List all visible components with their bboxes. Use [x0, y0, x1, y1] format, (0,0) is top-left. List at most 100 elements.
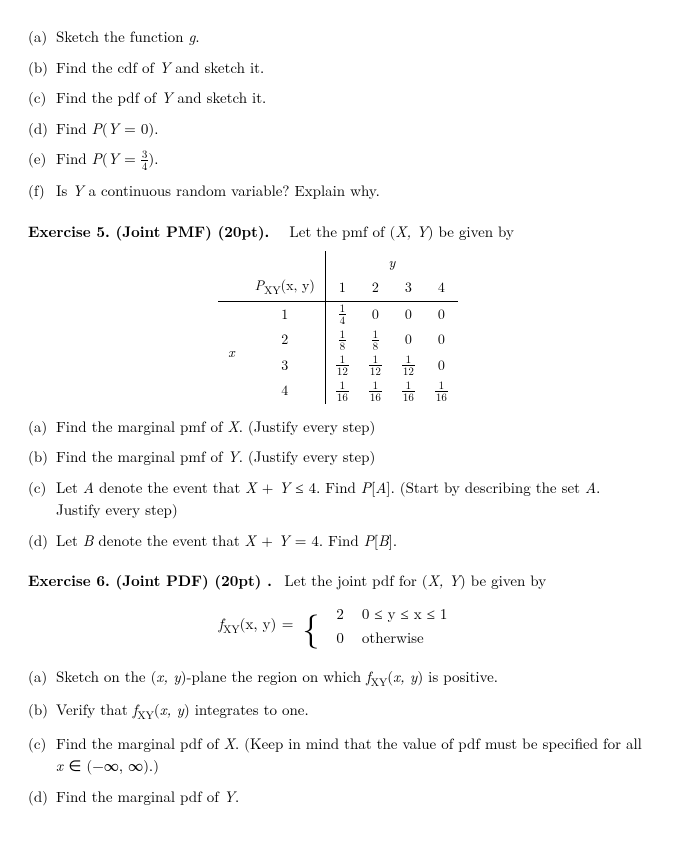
- ex6a-pre: Sketch on the: [56, 666, 151, 687]
- brace-icon: {: [302, 609, 319, 643]
- ex6-end: be given by: [466, 570, 546, 591]
- math-X1: X: [228, 416, 239, 437]
- xrow-1: 1: [245, 301, 326, 327]
- ycol-4: 4: [425, 274, 458, 301]
- xrow-2: 2: [245, 327, 326, 352]
- item-d: (d) Find P(Y = 0).: [28, 118, 648, 141]
- math-XpY4: X + Y ≤ 4: [245, 477, 316, 498]
- ex6d-pre: Find the marginal pdf of: [56, 786, 224, 807]
- cell: 0: [392, 327, 425, 352]
- math-PY34: P(Y = 34): [92, 148, 155, 169]
- ex5b-tail: . (Justify every step): [239, 446, 376, 467]
- ex5c-tail: . (Start by describing the set: [391, 477, 585, 498]
- ex6c-body: Find the marginal pdf of X. (Keep in min…: [56, 733, 648, 778]
- ex5d-find: . Find: [319, 530, 364, 551]
- text-b-pre: Find the cdf of: [56, 57, 159, 78]
- math-PB: P[B]: [364, 530, 393, 551]
- math-Y5: Y: [224, 786, 235, 807]
- eq-args: (x, y): [240, 613, 277, 634]
- math-fxy2: fXY(x, y): [133, 699, 190, 720]
- body-b: Find the cdf of Y and sketch it.: [56, 57, 648, 80]
- body-a: Sketch the function g.: [56, 26, 648, 49]
- table-row: 1 14 0 0 0: [218, 301, 458, 327]
- ex5a-tail: . (Justify every step): [239, 416, 376, 437]
- ex5-c: (c) Let A denote the event that X + Y ≤ …: [28, 477, 648, 522]
- table-row: x 2 18 18 0 0: [218, 327, 458, 352]
- cell: 0: [392, 301, 425, 327]
- ex6-rest: Let the joint pdf for: [284, 570, 421, 591]
- cell: 112: [392, 353, 425, 378]
- label-d: (d): [28, 118, 56, 141]
- item-f: (f) Is Y a continuous random variable? E…: [28, 180, 648, 203]
- math-XY5: (X, Y): [390, 221, 434, 242]
- ex5c-mid: denote the event that: [94, 477, 245, 498]
- cell: 0: [425, 301, 458, 327]
- table-row: 4 116 116 116 116: [218, 378, 458, 403]
- text-f-post: a continuous random variable? Explain wh…: [83, 180, 379, 201]
- pmf-fn: P: [255, 275, 265, 295]
- ex6d-label: (d): [28, 786, 56, 809]
- body-f: Is Y a continuous random variable? Expla…: [56, 180, 648, 203]
- ex6-b: (b) Verify that fXY(x, y) integrates to …: [28, 699, 648, 725]
- cell: 116: [425, 378, 458, 403]
- math-Y1: Y: [159, 57, 170, 78]
- ex6c-mid: . (Keep in mind that the value of pdf mu…: [235, 733, 642, 754]
- label-c: (c): [28, 87, 56, 110]
- math-B: B: [83, 530, 94, 551]
- cell: 18: [359, 327, 392, 352]
- math-Y3: Y: [72, 180, 83, 201]
- ex5-b: (b) Find the marginal pmf of Y. (Justify…: [28, 446, 648, 469]
- cell: 112: [325, 353, 359, 378]
- ex5c-body: Let A denote the event that X + Y ≤ 4. F…: [56, 477, 648, 522]
- cell: 0: [359, 301, 392, 327]
- ex6b-end: integrates to one.: [190, 699, 309, 720]
- ex6a-label: (a): [28, 666, 56, 692]
- item-b: (b) Find the cdf of Y and sketch it.: [28, 57, 648, 80]
- cell: 112: [359, 353, 392, 378]
- exercise-6-heading: Exercise 6. (Joint PDF) (20pt) . Let the…: [28, 570, 648, 593]
- pmf-sub: XY: [264, 283, 281, 298]
- text-f-pre: Is: [56, 180, 72, 201]
- ex5d-end: .: [393, 530, 397, 551]
- ex5b-text: Find the marginal pmf of: [56, 446, 228, 467]
- ex6b-body: Verify that fXY(x, y) integrates to one.: [56, 699, 648, 725]
- ex5a-label: (a): [28, 416, 56, 439]
- ex5d-body: Let B denote the event that X + Y = 4. F…: [56, 530, 648, 553]
- cell: 116: [359, 378, 392, 403]
- ycol-3: 3: [392, 274, 425, 301]
- ex5b-body: Find the marginal pmf of Y. (Justify eve…: [56, 446, 648, 469]
- label-b: (b): [28, 57, 56, 80]
- ex6b-label: (b): [28, 699, 56, 725]
- body-e: Find P(Y = 34).: [56, 148, 648, 172]
- ex5b-label: (b): [28, 446, 56, 469]
- cell: 116: [325, 378, 359, 403]
- item-e: (e) Find P(Y = 34).: [28, 148, 648, 172]
- y-label: y: [388, 252, 395, 272]
- ex5-d: (d) Let B denote the event that X + Y = …: [28, 530, 648, 553]
- pmf-table-wrap: y PXY(x, y) 1 2 3 4 1 14 0 0 0 x 2 18 18…: [28, 251, 648, 403]
- math-fxy1: fXY(x, y): [366, 666, 423, 687]
- math-PA: P[A]: [361, 477, 391, 498]
- ex6a-body: Sketch on the (x, y)-plane the region on…: [56, 666, 648, 692]
- ycol-1: 1: [325, 274, 359, 301]
- ycol-2: 2: [359, 274, 392, 301]
- cell: 0: [425, 327, 458, 352]
- case1-val: 2: [328, 603, 352, 626]
- cell: 18: [325, 327, 359, 352]
- math-Y4: Y: [228, 446, 239, 467]
- ex6-d: (d) Find the marginal pdf of Y.: [28, 786, 648, 809]
- ex5c-pre: Let: [56, 477, 83, 498]
- ex5-end: be given by: [433, 221, 513, 242]
- xrow-4: 4: [245, 378, 326, 403]
- text-b-post: and sketch it.: [170, 57, 264, 78]
- math-XpYeq4: X + Y = 4: [245, 530, 319, 551]
- math-xyplane: (x, y): [151, 666, 187, 687]
- case2-val: 0: [328, 627, 352, 650]
- ex5d-label: (d): [28, 530, 56, 553]
- math-X2: X: [224, 733, 235, 754]
- ex6c-pre: Find the marginal pdf of: [56, 733, 224, 754]
- ex5c-find: . Find: [316, 477, 361, 498]
- ex5-a: (a) Find the marginal pmf of X. (Justify…: [28, 416, 648, 439]
- table-row: 3 112 112 112 0: [218, 353, 458, 378]
- exercise-5-heading: Exercise 5. (Joint PMF) (20pt). Let the …: [28, 221, 648, 244]
